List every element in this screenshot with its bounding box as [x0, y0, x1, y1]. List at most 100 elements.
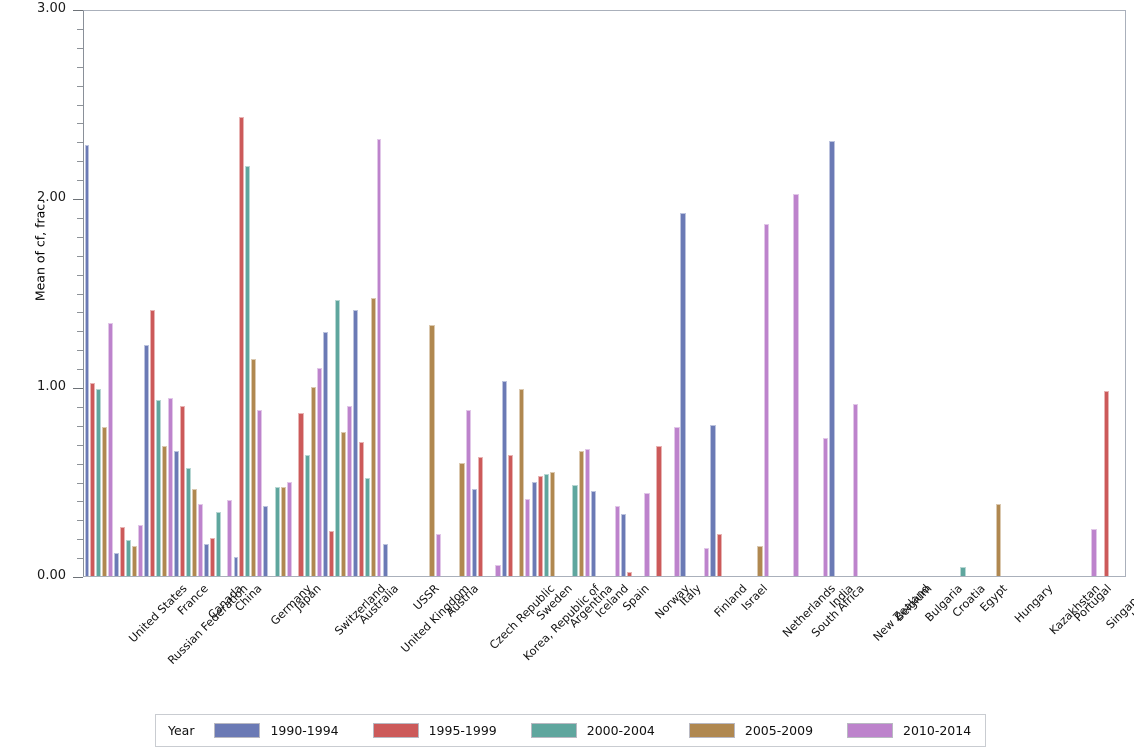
- bar-group: [471, 11, 501, 576]
- legend-entry[interactable]: 2000-2004: [530, 723, 655, 738]
- bar-group: [233, 11, 263, 576]
- bar: [459, 462, 465, 576]
- bar: [614, 506, 620, 576]
- bar: [364, 477, 370, 576]
- y-axis-major-tick: [73, 10, 83, 11]
- y-axis-minor-tick: [77, 463, 83, 465]
- bar: [471, 489, 478, 576]
- bar: [680, 213, 686, 576]
- legend-label: 1995-1999: [428, 723, 497, 738]
- legend-entry[interactable]: 2010-2014: [847, 723, 971, 738]
- y-axis-minor-tick: [77, 539, 83, 541]
- bar-group: [322, 11, 352, 576]
- bar: [90, 383, 96, 576]
- bar: [352, 309, 358, 576]
- bar: [328, 530, 334, 576]
- bar-group: [829, 11, 859, 576]
- y-axis-minor-tick: [77, 255, 83, 257]
- bar: [703, 547, 710, 576]
- bar-group: [918, 11, 948, 576]
- bar: [197, 504, 203, 576]
- y-axis-minor-tick: [77, 501, 83, 503]
- legend-swatch-icon: [530, 723, 577, 738]
- y-axis-minor-tick: [77, 425, 83, 427]
- y-axis-minor-tick: [77, 406, 83, 408]
- bar-group: [1067, 11, 1097, 576]
- bar: [525, 498, 531, 576]
- y-axis-minor-tick: [77, 47, 83, 49]
- y-axis-minor-tick: [77, 444, 83, 446]
- bar: [334, 300, 340, 576]
- bar-group: [710, 11, 740, 576]
- bar: [346, 405, 352, 576]
- bar-group: [412, 11, 442, 576]
- legend-label: 2010-2014: [903, 723, 972, 738]
- bar: [239, 116, 245, 576]
- legend-entry[interactable]: 1990-1994: [214, 723, 339, 738]
- y-axis-minor-tick: [77, 236, 83, 238]
- bar: [478, 456, 484, 576]
- legend-label: 2005-2009: [744, 723, 814, 738]
- bar: [960, 566, 966, 576]
- bar: [465, 409, 471, 576]
- bar: [316, 368, 322, 576]
- bar: [1091, 528, 1097, 576]
- bar: [96, 388, 102, 576]
- y-axis-major-tick: [73, 199, 83, 200]
- bar: [763, 224, 769, 576]
- bar: [996, 504, 1002, 576]
- bar-group: [561, 11, 591, 576]
- y-axis-minor-tick: [77, 558, 83, 560]
- bar: [543, 473, 549, 576]
- y-axis-minor-tick: [77, 180, 83, 182]
- legend-entry[interactable]: 2005-2009: [688, 723, 814, 738]
- bar-group: [948, 11, 978, 576]
- y-axis-tick-label: 0.00: [37, 568, 66, 583]
- bar: [591, 490, 597, 576]
- bar-group: [531, 11, 561, 576]
- bar: [84, 145, 90, 576]
- y-axis-minor-tick: [77, 293, 83, 295]
- legend-entries: 1990-1994 1995-1999 2000-2004 2005-2009 2010…: [214, 723, 1005, 738]
- bar-group: [859, 11, 889, 576]
- bar: [376, 139, 382, 576]
- bar: [829, 141, 835, 576]
- bar: [233, 557, 239, 576]
- bar: [322, 332, 328, 576]
- bar: [382, 543, 388, 576]
- legend-swatch-icon: [847, 723, 894, 738]
- bar: [793, 194, 799, 576]
- bar: [150, 309, 156, 576]
- bar: [507, 455, 513, 576]
- legend: Year 1990-1994 1995-1999 2000-2004 2005-200…: [155, 714, 986, 747]
- y-axis-minor-tick: [77, 104, 83, 106]
- bar-group: [680, 11, 710, 576]
- y-axis-minor-tick: [77, 217, 83, 219]
- bar: [245, 165, 251, 576]
- bar: [215, 511, 222, 576]
- bar: [501, 381, 507, 576]
- bar: [310, 387, 316, 576]
- bar: [263, 506, 269, 576]
- bar-group: [889, 11, 919, 576]
- bar-group: [650, 11, 680, 576]
- bar: [537, 475, 543, 576]
- bar-group: [203, 11, 233, 576]
- x-axis-labels: United States Russian Federation France Can…: [0, 578, 1134, 698]
- legend-swatch-icon: [688, 723, 735, 738]
- bar: [114, 553, 120, 576]
- y-axis-tick-label: 1.00: [37, 379, 66, 394]
- bar: [156, 400, 161, 576]
- bar: [823, 438, 829, 576]
- y-axis-minor-tick: [77, 312, 83, 314]
- legend-entry[interactable]: 1995-1999: [372, 723, 497, 738]
- legend-swatch-icon: [214, 723, 261, 738]
- bar: [203, 543, 209, 576]
- bar: [185, 468, 191, 576]
- bar: [656, 445, 662, 576]
- bar: [298, 413, 304, 576]
- bar: [161, 445, 167, 576]
- y-axis-tick-label: 3.00: [37, 1, 66, 16]
- bar: [1103, 390, 1109, 576]
- x-axis-tick-label: Hungary: [1012, 582, 1056, 626]
